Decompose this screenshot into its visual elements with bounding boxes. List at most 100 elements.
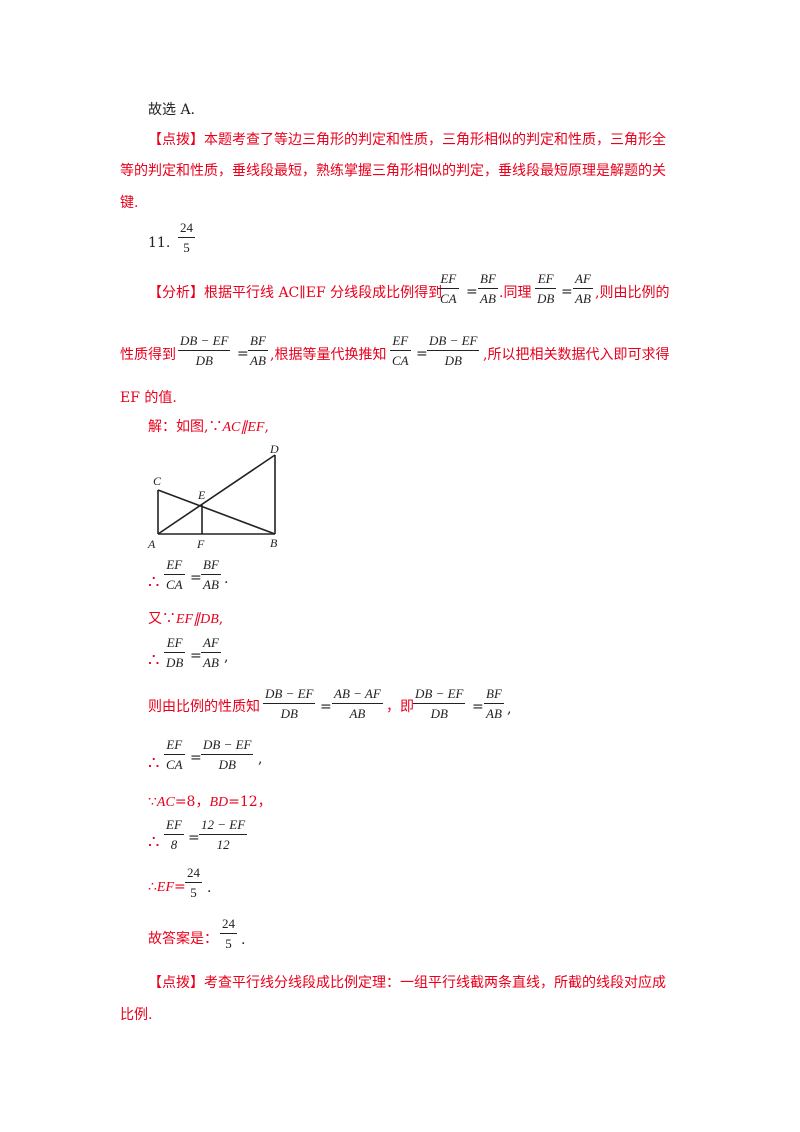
fraction-denominator: AB xyxy=(349,706,366,721)
step1-end: . xyxy=(224,571,229,587)
step1-f1: EF CA xyxy=(164,558,185,591)
step2-end: , xyxy=(218,611,224,627)
fraction-numerator: EF xyxy=(440,271,457,286)
analysis-text4: 性质得到 xyxy=(120,347,176,363)
fraction-numerator: BF xyxy=(250,333,266,348)
label-E: E xyxy=(197,488,206,502)
analysis-f3: EF DB xyxy=(535,272,557,305)
fraction-bar xyxy=(164,652,186,653)
fraction-bar xyxy=(248,350,268,351)
tip1-line3: 键. xyxy=(120,195,139,211)
fraction-denominator: CA xyxy=(392,353,409,368)
fraction-bar xyxy=(178,350,231,351)
fraction-denominator: 12 xyxy=(216,837,230,852)
fraction-numerator: EF xyxy=(166,557,183,572)
step5-f1: EF CA xyxy=(164,738,185,771)
fraction-denominator: AB xyxy=(203,655,219,670)
equals-sign: = xyxy=(190,570,202,586)
label-C: C xyxy=(153,474,162,488)
fraction-bar xyxy=(413,703,466,704)
fraction-bar xyxy=(220,933,237,934)
answer-text: 故答案是： xyxy=(148,931,218,947)
fraction-bar xyxy=(535,288,557,289)
fraction-denominator: 5 xyxy=(183,240,190,255)
label-F: F xyxy=(196,537,205,551)
fraction-bar xyxy=(332,703,383,704)
tip2-tag: 【点拨】 xyxy=(148,975,204,991)
fraction-denominator: 5 xyxy=(190,885,197,900)
equals-sign: = xyxy=(320,699,332,715)
equals-sign: = xyxy=(190,648,202,664)
tip2-line2: 比例. xyxy=(120,1007,153,1023)
segment-AD xyxy=(157,454,276,535)
fraction-bar xyxy=(178,237,195,238)
solution-intro: 解：如图,∵AC∥EF, xyxy=(148,420,269,435)
tip1-line2: 等的判定和性质，垂线段最短，熟练掌握三角形相似的判定，垂线段最短原理是解题的关 xyxy=(120,163,666,179)
step4-f2: AB − AF AB xyxy=(332,687,383,720)
fraction-numerator: AF xyxy=(203,635,219,650)
equals-sign: = xyxy=(416,346,428,362)
fraction-denominator: 5 xyxy=(225,936,232,951)
fraction-bar xyxy=(201,754,254,755)
equals-sign: = xyxy=(472,699,484,715)
fraction-denominator: DB xyxy=(280,706,298,721)
because-symbol: ∵ xyxy=(148,794,157,810)
geometry-figure: C E D A F B xyxy=(147,442,279,551)
step7-f2: 12 − EF 12 xyxy=(199,817,248,852)
segment-CB xyxy=(157,489,276,535)
answer-end: . xyxy=(241,932,246,948)
fraction-denominator: AB xyxy=(480,291,496,306)
fraction-numerator: AB − AF xyxy=(334,686,381,701)
q11-answer-fraction: 24 5 xyxy=(178,221,195,254)
step6: ∵AC=8，BD=12， xyxy=(148,795,272,810)
conclusion-text: 故选 A. xyxy=(148,102,196,118)
step6-value2: =12， xyxy=(228,794,272,810)
fraction-numerator: 24 xyxy=(180,220,193,235)
fraction-bar xyxy=(164,754,185,755)
fraction-denominator: AB xyxy=(575,291,591,306)
tip1-text1: 本题考查了等边三角形的判定和性质，三角形相似的判定和性质，三角形全 xyxy=(204,132,666,148)
fraction-denominator: DB xyxy=(166,655,184,670)
fraction-denominator: DB xyxy=(430,706,448,721)
analysis-line1: 【分析】根据平行线 AC∥EF 分线段成比例得到 xyxy=(148,286,442,300)
fraction-bar xyxy=(438,288,459,289)
step5-end: , xyxy=(258,751,263,767)
fraction-numerator: DB − EF xyxy=(180,333,229,348)
label-D: D xyxy=(269,442,279,456)
equals-sign: = xyxy=(237,346,249,362)
equals-sign: = xyxy=(561,284,573,300)
step4-end: , xyxy=(507,701,512,717)
analysis-f2: BF AB xyxy=(478,272,498,305)
fraction-bar xyxy=(478,288,498,289)
step2-text: 又∵ xyxy=(148,611,176,627)
fraction-numerator: DB − EF xyxy=(265,686,314,701)
step4-f1: DB − EF DB xyxy=(263,686,316,721)
step2-math: EF∥DB xyxy=(176,612,219,627)
step3-end: , xyxy=(224,649,229,665)
therefore-symbol: ∴ xyxy=(148,879,157,895)
step8-end: . xyxy=(207,880,212,896)
fraction-numerator: AF xyxy=(575,271,591,286)
question-number: 11. xyxy=(148,235,171,251)
fraction-bar xyxy=(164,574,185,575)
label-B: B xyxy=(270,536,278,550)
step6-value1: =8， xyxy=(174,794,210,810)
equals-sign: = xyxy=(188,830,200,846)
tip1-tag: 【点拨】 xyxy=(148,132,204,148)
fraction-bar xyxy=(427,350,480,351)
fraction-numerator: DB − EF xyxy=(415,686,464,701)
step4-f3: DB − EF DB xyxy=(413,686,466,721)
step8-f1: 24 5 xyxy=(185,866,202,899)
fraction-denominator: DB xyxy=(195,353,213,368)
fraction-numerator: DB − EF xyxy=(429,333,478,348)
fraction-denominator: AB xyxy=(486,706,502,721)
solution-intro-text: 解：如图,∵ xyxy=(148,419,223,435)
step6-term1: AC xyxy=(156,795,175,810)
analysis-f1: EF CA xyxy=(438,272,459,305)
analysis-text6: ,所以把相关数据代入即可求得 xyxy=(483,347,670,363)
therefore-symbol: ∴ xyxy=(148,650,160,671)
fraction-denominator: AB xyxy=(203,577,219,592)
fraction-numerator: 12 − EF xyxy=(201,817,246,832)
solution-intro-math: AC∥EF xyxy=(222,420,265,435)
analysis-f8: DB − EF DB xyxy=(427,333,480,367)
